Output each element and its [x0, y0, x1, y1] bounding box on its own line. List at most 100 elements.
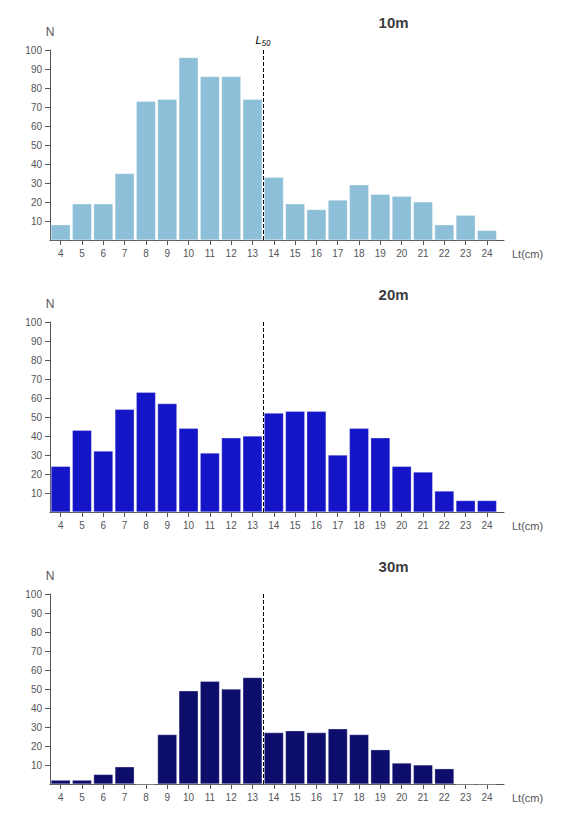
- svg-text:70: 70: [31, 374, 43, 385]
- svg-text:12: 12: [226, 520, 238, 531]
- svg-text:70: 70: [31, 646, 43, 657]
- svg-text:80: 80: [31, 355, 43, 366]
- svg-text:60: 60: [31, 665, 43, 676]
- svg-text:10: 10: [31, 488, 43, 499]
- svg-text:100: 100: [25, 589, 42, 600]
- svg-text:18: 18: [353, 248, 365, 259]
- svg-text:N: N: [46, 569, 55, 583]
- svg-text:6: 6: [101, 520, 107, 531]
- svg-text:16: 16: [311, 792, 323, 803]
- svg-text:6: 6: [101, 792, 107, 803]
- svg-text:4: 4: [58, 792, 64, 803]
- svg-text:N: N: [46, 25, 55, 39]
- svg-text:9: 9: [164, 520, 170, 531]
- svg-text:18: 18: [353, 792, 365, 803]
- svg-text:100: 100: [25, 45, 42, 56]
- svg-text:L₅₀: L₅₀: [256, 34, 272, 46]
- svg-text:24: 24: [481, 248, 493, 259]
- svg-text:20: 20: [31, 469, 43, 480]
- svg-text:16: 16: [311, 248, 323, 259]
- svg-text:13: 13: [247, 520, 259, 531]
- svg-text:21: 21: [417, 248, 429, 259]
- svg-text:5: 5: [79, 792, 85, 803]
- svg-text:14: 14: [268, 520, 280, 531]
- svg-text:90: 90: [31, 608, 43, 619]
- svg-text:17: 17: [332, 248, 344, 259]
- svg-text:21: 21: [417, 520, 429, 531]
- svg-text:9: 9: [164, 792, 170, 803]
- svg-text:10: 10: [183, 248, 195, 259]
- svg-text:21: 21: [417, 792, 429, 803]
- svg-text:4: 4: [58, 520, 64, 531]
- svg-text:11: 11: [205, 792, 216, 803]
- svg-text:30: 30: [31, 450, 43, 461]
- svg-text:22: 22: [439, 520, 451, 531]
- svg-text:19: 19: [375, 520, 387, 531]
- svg-text:20: 20: [31, 741, 43, 752]
- svg-text:12: 12: [226, 248, 238, 259]
- svg-text:7: 7: [122, 520, 128, 531]
- svg-text:13: 13: [247, 248, 259, 259]
- svg-text:8: 8: [143, 520, 149, 531]
- svg-text:20m: 20m: [379, 286, 409, 303]
- svg-text:8: 8: [143, 792, 149, 803]
- svg-text:15: 15: [290, 520, 302, 531]
- svg-text:23: 23: [460, 792, 472, 803]
- svg-text:10: 10: [183, 520, 195, 531]
- svg-text:20: 20: [396, 792, 408, 803]
- svg-text:90: 90: [31, 64, 43, 75]
- svg-text:22: 22: [439, 248, 451, 259]
- svg-text:30m: 30m: [379, 558, 409, 575]
- svg-text:17: 17: [332, 792, 344, 803]
- svg-text:30: 30: [31, 178, 43, 189]
- svg-text:60: 60: [31, 121, 43, 132]
- svg-text:50: 50: [31, 684, 43, 695]
- svg-text:6: 6: [101, 248, 107, 259]
- svg-text:14: 14: [268, 792, 280, 803]
- svg-text:4: 4: [58, 248, 64, 259]
- svg-text:12: 12: [226, 792, 238, 803]
- svg-text:N: N: [46, 297, 55, 311]
- svg-text:23: 23: [460, 520, 472, 531]
- svg-text:7: 7: [122, 248, 128, 259]
- svg-text:50: 50: [31, 412, 43, 423]
- svg-text:10: 10: [31, 216, 43, 227]
- svg-text:23: 23: [460, 248, 472, 259]
- svg-text:22: 22: [439, 792, 451, 803]
- svg-text:24: 24: [481, 792, 493, 803]
- svg-text:11: 11: [205, 248, 216, 259]
- svg-text:20: 20: [396, 520, 408, 531]
- svg-text:8: 8: [143, 248, 149, 259]
- svg-text:9: 9: [164, 248, 170, 259]
- svg-text:15: 15: [290, 792, 302, 803]
- svg-text:40: 40: [31, 703, 43, 714]
- svg-text:13: 13: [247, 792, 259, 803]
- svg-text:5: 5: [79, 520, 85, 531]
- svg-text:19: 19: [375, 248, 387, 259]
- svg-text:70: 70: [31, 102, 43, 113]
- svg-text:18: 18: [353, 520, 365, 531]
- svg-text:10: 10: [31, 760, 43, 771]
- svg-text:24: 24: [481, 520, 493, 531]
- svg-text:40: 40: [31, 159, 43, 170]
- svg-text:20: 20: [396, 248, 408, 259]
- svg-text:Lt(cm): Lt(cm): [512, 792, 543, 804]
- svg-text:16: 16: [311, 520, 323, 531]
- svg-text:20: 20: [31, 197, 43, 208]
- svg-text:80: 80: [31, 627, 43, 638]
- svg-text:50: 50: [31, 140, 43, 151]
- svg-text:19: 19: [375, 792, 387, 803]
- svg-text:100: 100: [25, 317, 42, 328]
- svg-text:17: 17: [332, 520, 344, 531]
- svg-text:7: 7: [122, 792, 128, 803]
- svg-text:11: 11: [205, 520, 216, 531]
- svg-text:14: 14: [268, 248, 280, 259]
- svg-text:30: 30: [31, 722, 43, 733]
- svg-text:10m: 10m: [379, 14, 409, 31]
- svg-text:80: 80: [31, 83, 43, 94]
- svg-text:Lt(cm): Lt(cm): [512, 520, 543, 532]
- svg-text:90: 90: [31, 336, 43, 347]
- svg-text:5: 5: [79, 248, 85, 259]
- svg-text:60: 60: [31, 393, 43, 404]
- svg-text:40: 40: [31, 431, 43, 442]
